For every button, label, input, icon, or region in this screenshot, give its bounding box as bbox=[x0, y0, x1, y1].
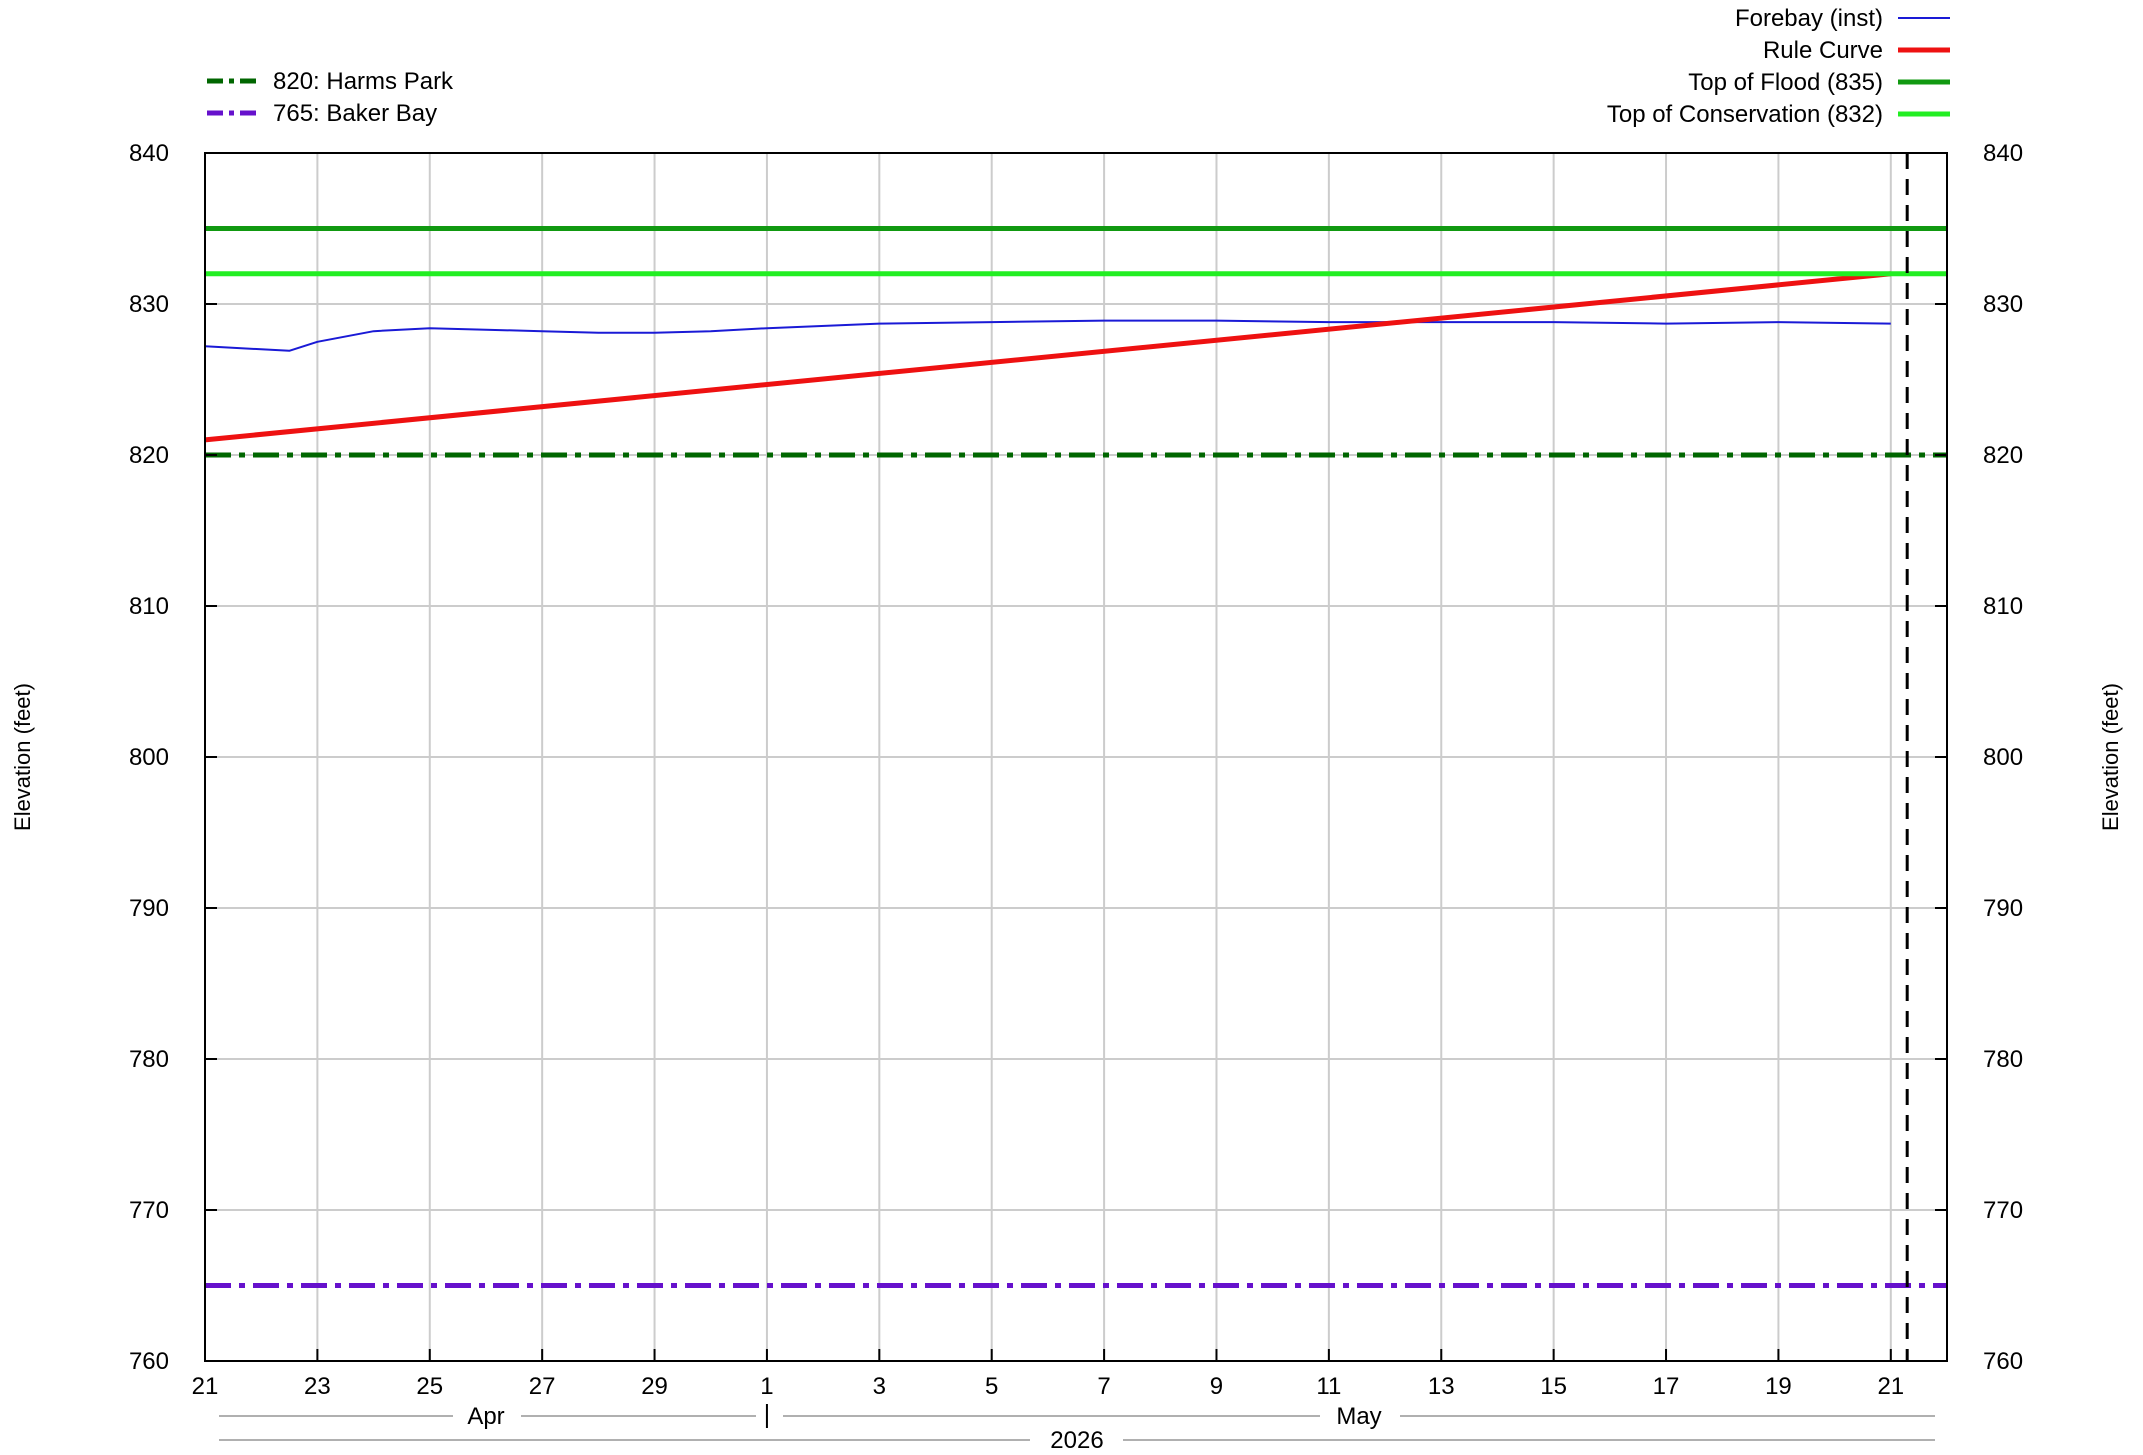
x-tick-label: 5 bbox=[985, 1373, 998, 1400]
x-tick-label: 21 bbox=[192, 1373, 219, 1400]
y-tick-label-right: 760 bbox=[1983, 1348, 2023, 1375]
x-tick-label: 1 bbox=[760, 1373, 773, 1400]
x-tick-label: 15 bbox=[1540, 1373, 1567, 1400]
x-tick-label: 21 bbox=[1877, 1373, 1904, 1400]
month-label-may: May bbox=[1336, 1403, 1381, 1430]
y-tick-label-right: 770 bbox=[1983, 1197, 2023, 1224]
x-tick-label: 23 bbox=[304, 1373, 331, 1400]
legend: Forebay (inst) Rule Curve Top of Flood (83… bbox=[207, 5, 1950, 128]
y-tick-label-right: 780 bbox=[1983, 1046, 2023, 1073]
series-line-rule-curve bbox=[204, 271, 1892, 443]
x-tick-label: 27 bbox=[529, 1373, 556, 1400]
y-tick-label-left: 830 bbox=[129, 291, 169, 318]
y-tick-label-right: 790 bbox=[1983, 895, 2023, 922]
y-tick-label-left: 790 bbox=[129, 895, 169, 922]
legend-label: Top of Flood (835) bbox=[1688, 69, 1883, 96]
y-axis-label-left: Elevation (feet) bbox=[10, 683, 35, 831]
legend-label: Top of Conservation (832) bbox=[1607, 101, 1883, 128]
month-label-apr: Apr bbox=[467, 1403, 504, 1430]
y-tick-label-right: 810 bbox=[1983, 593, 2023, 620]
y-tick-label-left: 820 bbox=[129, 442, 169, 469]
year-label: 2026 bbox=[1050, 1427, 1103, 1454]
x-tick-label: 19 bbox=[1765, 1373, 1792, 1400]
x-tick-label: 3 bbox=[873, 1373, 886, 1400]
legend-label: 820: Harms Park bbox=[273, 68, 454, 95]
legend-label: Rule Curve bbox=[1763, 37, 1883, 64]
series-layer bbox=[204, 153, 1947, 1361]
y-tick-label-left: 840 bbox=[129, 140, 169, 167]
axes: 760 760 770 770 780 780 790 790 800 800 810 810 820 8… bbox=[129, 140, 2023, 1454]
y-tick-label-right: 840 bbox=[1983, 140, 2023, 167]
x-tick-label: 17 bbox=[1653, 1373, 1680, 1400]
series-line-forebay-inst bbox=[204, 319, 1891, 352]
y-axis-label-right: Elevation (feet) bbox=[2098, 683, 2123, 831]
legend-label: 765: Baker Bay bbox=[273, 100, 437, 127]
y-tick-label-left: 810 bbox=[129, 593, 169, 620]
x-tick-label: 13 bbox=[1428, 1373, 1455, 1400]
y-tick-label-left: 770 bbox=[129, 1197, 169, 1224]
y-tick-label-left: 780 bbox=[129, 1046, 169, 1073]
legend-label: Forebay (inst) bbox=[1735, 5, 1883, 32]
y-tick-label-left: 800 bbox=[129, 744, 169, 771]
x-tick-label: 29 bbox=[641, 1373, 668, 1400]
x-tick-label: 9 bbox=[1210, 1373, 1223, 1400]
x-tick-label: 25 bbox=[416, 1373, 443, 1400]
x-tick-label: 7 bbox=[1097, 1373, 1110, 1400]
y-tick-label-right: 830 bbox=[1983, 291, 2023, 318]
y-tick-label-right: 800 bbox=[1983, 744, 2023, 771]
x-tick-label: 11 bbox=[1316, 1373, 1341, 1400]
y-tick-label-right: 820 bbox=[1983, 442, 2023, 469]
y-tick-label-left: 760 bbox=[129, 1348, 169, 1375]
